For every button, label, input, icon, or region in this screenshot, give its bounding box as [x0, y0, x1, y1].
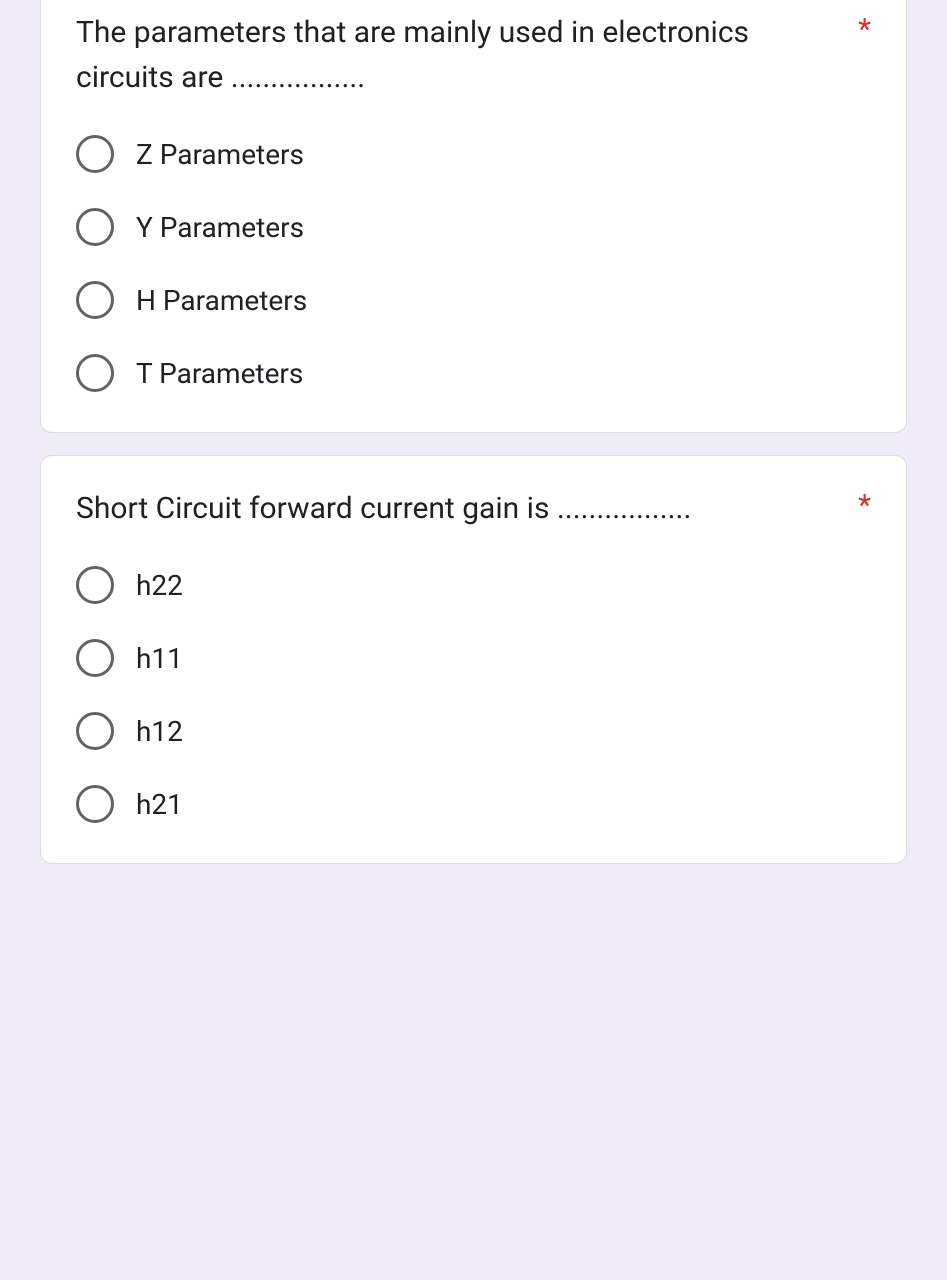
options-list: Z Parameters Y Parameters H Parameters T… — [76, 135, 871, 392]
radio-icon — [76, 639, 114, 677]
question-card: Short Circuit forward current gain is ..… — [40, 455, 907, 864]
option-label: h22 — [136, 569, 183, 602]
radio-icon — [76, 785, 114, 823]
question-header: The parameters that are mainly used in e… — [76, 10, 871, 100]
option-h-parameters[interactable]: H Parameters — [76, 281, 871, 319]
radio-icon — [76, 135, 114, 173]
option-label: T Parameters — [136, 357, 303, 390]
required-marker: * — [858, 10, 871, 49]
option-label: h21 — [136, 788, 183, 821]
option-z-parameters[interactable]: Z Parameters — [76, 135, 871, 173]
option-label: H Parameters — [136, 284, 307, 317]
option-h12[interactable]: h12 — [76, 712, 871, 750]
option-y-parameters[interactable]: Y Parameters — [76, 208, 871, 246]
radio-icon — [76, 354, 114, 392]
radio-icon — [76, 566, 114, 604]
option-h22[interactable]: h22 — [76, 566, 871, 604]
question-header: Short Circuit forward current gain is ..… — [76, 486, 871, 531]
option-label: Z Parameters — [136, 138, 304, 171]
option-label: h11 — [136, 642, 183, 675]
question-card: The parameters that are mainly used in e… — [40, 0, 907, 433]
option-h11[interactable]: h11 — [76, 639, 871, 677]
required-marker: * — [858, 486, 871, 525]
radio-icon — [76, 281, 114, 319]
radio-icon — [76, 712, 114, 750]
option-label: h12 — [136, 715, 183, 748]
option-h21[interactable]: h21 — [76, 785, 871, 823]
question-text: Short Circuit forward current gain is ..… — [76, 486, 850, 531]
question-text: The parameters that are mainly used in e… — [76, 10, 850, 100]
option-label: Y Parameters — [136, 211, 304, 244]
radio-icon — [76, 208, 114, 246]
option-t-parameters[interactable]: T Parameters — [76, 354, 871, 392]
options-list: h22 h11 h12 h21 — [76, 566, 871, 823]
